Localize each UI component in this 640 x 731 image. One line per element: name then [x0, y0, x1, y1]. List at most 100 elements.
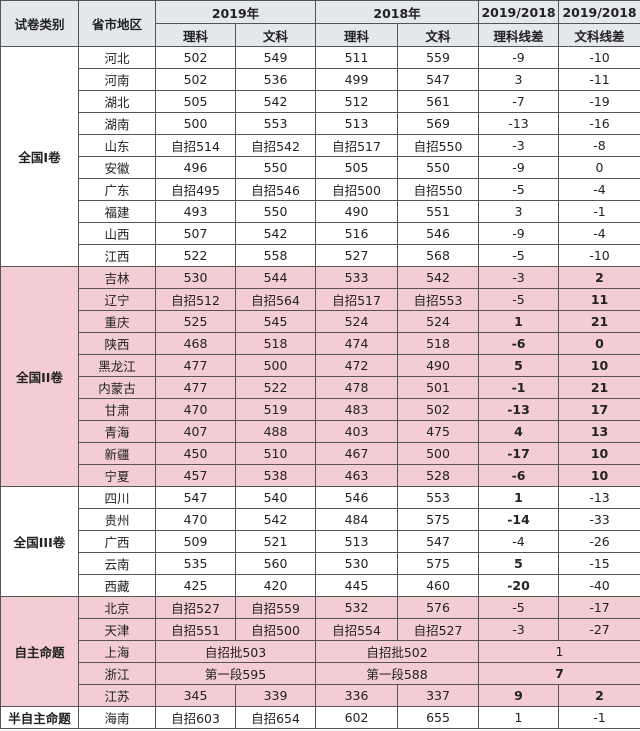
group-cell: 自主命题 — [0, 596, 79, 707]
value-cell: 自招批502 — [315, 640, 480, 663]
region-cell: 海南 — [78, 706, 156, 729]
value-cell: 542 — [234, 222, 317, 245]
value-cell: -10 — [558, 244, 640, 267]
value-cell: 542 — [397, 266, 480, 289]
table-row: 半自主命题 海南 自招603 自招654 602 655 1 -1 — [0, 706, 640, 729]
value-cell: -13 — [478, 398, 560, 421]
value-cell: 528 — [397, 464, 480, 487]
header-cell: 文科 — [234, 23, 317, 47]
value-cell: -4 — [558, 222, 640, 245]
value-cell: -14 — [478, 508, 560, 531]
value-cell: 第一段595 — [154, 662, 317, 685]
value-cell: -3 — [478, 618, 560, 641]
value-cell: 自招批503 — [154, 640, 317, 663]
value-cell: -6 — [478, 464, 560, 487]
value-cell: 407 — [155, 420, 236, 443]
value-cell: 自招550 — [397, 178, 480, 201]
table-row: 云南 535 560 530 575 5 -15 — [1, 552, 640, 575]
value-cell: -40 — [558, 574, 640, 597]
region-cell: 河南 — [78, 68, 156, 91]
table-row: 江西 522 558 527 568 -5 -10 — [1, 244, 640, 267]
value-cell: -5 — [478, 178, 560, 201]
value-cell: 546 — [397, 222, 480, 245]
value-cell: 568 — [397, 244, 480, 267]
value-cell: 1 — [478, 486, 560, 509]
table-row: 山东 自招514 自招542 自招517 自招550 -3 -8 — [1, 134, 640, 157]
value-cell: 527 — [315, 244, 399, 267]
value-cell: 自招512 — [155, 288, 236, 311]
group-cell: 全国III卷 — [0, 486, 79, 597]
value-cell: 3 — [478, 68, 560, 91]
value-cell: 403 — [315, 420, 399, 443]
value-cell: 493 — [155, 200, 236, 223]
value-cell: -11 — [558, 68, 640, 91]
value-cell: -8 — [558, 134, 640, 157]
value-cell: 542 — [234, 90, 317, 113]
value-cell: 547 — [155, 486, 236, 509]
header-cell: 理科线差 — [478, 23, 560, 47]
value-cell: 自招514 — [155, 134, 236, 157]
value-cell: 490 — [315, 200, 399, 223]
value-cell: 4 — [478, 420, 560, 443]
region-cell: 福建 — [78, 200, 156, 223]
value-cell: 339 — [234, 684, 317, 707]
region-cell: 辽宁 — [78, 288, 156, 311]
table-row: 安徽 496 550 505 550 -9 0 — [1, 156, 640, 179]
table-row: 广西 509 521 513 547 -4 -26 — [1, 530, 640, 553]
table-row: 黑龙江 477 500 472 490 5 10 — [1, 354, 640, 377]
value-cell: -17 — [478, 442, 560, 465]
region-cell: 内蒙古 — [78, 376, 156, 399]
value-cell: 510 — [234, 442, 317, 465]
value-cell: 470 — [155, 508, 236, 531]
table-row: 内蒙古 477 522 478 501 -1 21 — [1, 376, 640, 399]
value-cell: 550 — [234, 200, 317, 223]
table-row: 全国II卷 吉林 530 544 533 542 -3 2 — [0, 266, 640, 487]
value-cell: 自招564 — [234, 288, 317, 311]
value-cell: -1 — [558, 200, 640, 223]
value-cell: 507 — [155, 222, 236, 245]
value-cell: 518 — [397, 332, 480, 355]
value-cell: 21 — [558, 376, 640, 399]
table-row: 福建 493 550 490 551 3 -1 — [1, 200, 640, 223]
value-cell: 自招553 — [397, 288, 480, 311]
value-cell: 477 — [155, 376, 236, 399]
table-row: 全国III卷 四川 547 540 546 553 1 -13 — [0, 486, 640, 597]
value-cell: 10 — [558, 464, 640, 487]
value-cell: 2 — [558, 266, 640, 289]
value-cell: 468 — [155, 332, 236, 355]
region-cell: 宁夏 — [78, 464, 156, 487]
value-cell: 10 — [558, 442, 640, 465]
value-cell: 477 — [155, 354, 236, 377]
value-cell: 549 — [234, 46, 317, 69]
value-cell: 425 — [155, 574, 236, 597]
region-cell: 陕西 — [78, 332, 156, 355]
value-cell: 553 — [234, 112, 317, 135]
header-cell: 省市地区 — [78, 0, 156, 47]
table-body: 全国I卷 河北 502 549 511 559 -9 -10 河南 502 536 499 547 3 -1… — [0, 46, 640, 729]
value-cell: 488 — [234, 420, 317, 443]
value-cell: 538 — [234, 464, 317, 487]
header-cell: 文科 — [397, 23, 480, 47]
group-cell: 半自主命题 — [0, 706, 79, 729]
value-cell: -17 — [558, 596, 640, 619]
value-cell: 345 — [155, 684, 236, 707]
value-cell: 9 — [478, 684, 560, 707]
region-cell: 云南 — [78, 552, 156, 575]
region-cell: 江西 — [78, 244, 156, 267]
header-row: 试卷类别 省市地区 2019年 2018年 2019/2018 2019/201… — [0, 0, 640, 47]
value-cell: 470 — [155, 398, 236, 421]
value-cell: 521 — [234, 530, 317, 553]
value-cell: -33 — [558, 508, 640, 531]
value-cell: 513 — [315, 530, 399, 553]
region-cell: 黑龙江 — [78, 354, 156, 377]
region-cell: 安徽 — [78, 156, 156, 179]
table-row: 新疆 450 510 467 500 -17 10 — [1, 442, 640, 465]
value-cell: 530 — [315, 552, 399, 575]
group-cell: 全国II卷 — [0, 266, 79, 487]
value-cell: 自招551 — [155, 618, 236, 641]
value-cell: 490 — [397, 354, 480, 377]
value-cell: -1 — [558, 706, 640, 729]
value-cell: 542 — [234, 508, 317, 531]
value-cell: 536 — [234, 68, 317, 91]
